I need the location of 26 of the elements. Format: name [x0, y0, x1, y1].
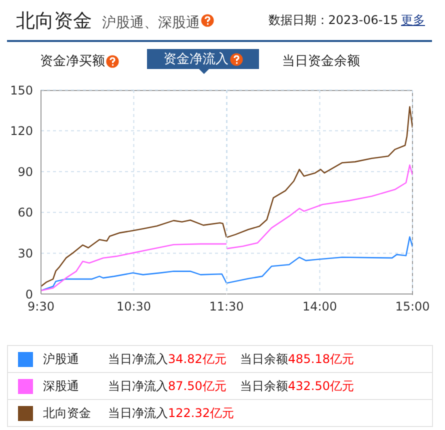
y-tick-label: 0 [25, 287, 33, 302]
y-tick-label: 30 [18, 246, 33, 260]
y-tick-label: 120 [10, 124, 33, 138]
y-tick-label: 150 [10, 83, 33, 98]
text: 当日净流入122.32亿元 [108, 406, 234, 420]
text: 资金净买额 [40, 53, 106, 70]
legend-label: 沪股通 [43, 350, 80, 368]
x-tick-label: 11:30 [209, 300, 244, 314]
text: 数据日期：2023-06-15 [268, 13, 398, 27]
text: 更多 [401, 13, 425, 27]
text: 资金净流入 [147, 49, 259, 69]
chart-title: 北向资金 [16, 9, 92, 34]
y-tick-label: 90 [18, 164, 33, 179]
text: 当日净流入87.50亿元 [108, 378, 226, 392]
x-tick-label: 10:30 [116, 300, 152, 314]
y-tick-label: 60 [18, 206, 33, 220]
chart-subtitle: 沪股通、深股通 [102, 14, 200, 32]
text: 当日余额485.18亿元 [240, 352, 354, 366]
x-tick-label: 9:30 [28, 300, 54, 314]
text: 当日资金余额 [282, 53, 360, 70]
x-tick-label: 15:00 [394, 300, 430, 314]
legend-label: 深股通 [43, 378, 80, 394]
text: 当日余额432.50亿元 [240, 378, 354, 392]
legend-label: 北向资金 [43, 404, 92, 422]
text: 当日净流入34.82亿元 [108, 352, 226, 366]
x-tick-label: 14:00 [302, 300, 337, 314]
